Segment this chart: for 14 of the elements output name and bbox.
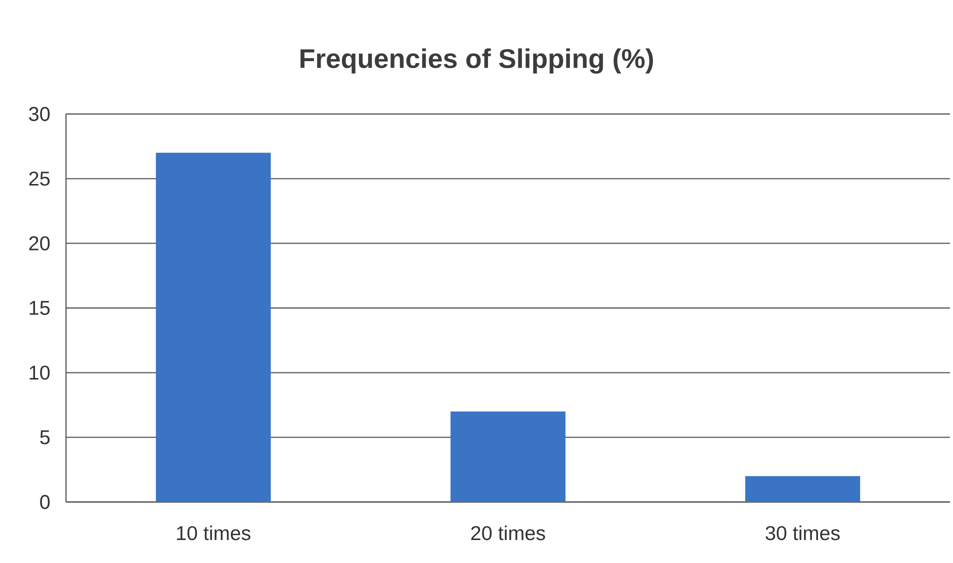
y-tick-label: 5 xyxy=(40,430,50,444)
y-tick-label: 10 xyxy=(30,366,50,380)
y-tick-label: 20 xyxy=(29,236,50,250)
bar xyxy=(745,476,860,502)
x-tick-label: 20 times xyxy=(471,526,546,540)
y-tick-label: 15 xyxy=(30,301,50,315)
x-tick-label: 10 times xyxy=(177,526,250,540)
y-tick-label: 0 xyxy=(40,494,50,510)
bar xyxy=(450,411,566,502)
x-tick-label: 30 times xyxy=(766,526,840,540)
y-tick-label: 30 xyxy=(28,106,50,122)
chart-title: Frequencies of Slipping (%) xyxy=(300,48,653,74)
bar xyxy=(156,152,271,502)
y-tick-label: 25 xyxy=(29,172,50,186)
